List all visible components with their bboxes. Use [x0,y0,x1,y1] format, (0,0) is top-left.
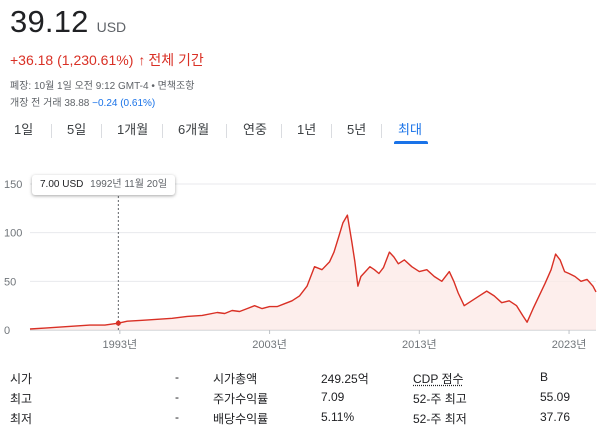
tooltip-date: 1992년 11월 20일 [90,179,168,190]
y-tick-label: 150 [4,179,22,191]
premarket-label: 개장 전 거래 38.88 [10,98,90,109]
stat-label: 52-주 최고 [413,392,467,406]
price-header: 39.12 USD [10,4,126,40]
stats-row: 최저 - 배당수익률 5.11% 52-주 최저 37.76 [10,408,594,428]
tab-1y[interactable]: 1년 [297,122,317,137]
y-tick-label: 100 [4,228,22,240]
tab-divider [101,124,102,138]
series-line [29,214,597,330]
stat-value: - [175,370,179,384]
currency-label: USD [96,19,127,35]
tab-max[interactable]: 최대 [398,122,422,137]
stat-value: 5.11% [321,410,355,424]
stat-value: 37.76 [540,410,571,424]
premarket-change: −0.24 (0.61%) [92,98,156,109]
range-tabs: 1일 5일 1개월 6개월 연중 1년 5년 최대 [0,120,604,146]
premarket-info: 개장 전 거래 38.88 −0.24 (0.61%) [10,94,155,109]
cdp-score-link[interactable]: CDP 점수 [413,372,464,386]
tab-divider [381,124,382,138]
stat-label: 배당수익률 [213,412,269,426]
price-chart-svg: 150 100 50 0 1993년 2003년 2013년 2023년 [4,179,597,351]
tab-divider [51,124,52,138]
stat-value: B [540,370,549,384]
x-tick-label: 2023년 [552,338,587,351]
price-change: +36.18 (1,230.61%) ↑ 전체 기간 [10,50,204,70]
stat-value: - [175,390,179,404]
tab-6m[interactable]: 6개월 [178,122,210,137]
tooltip-value: 7.00 USD [40,179,84,190]
tab-divider [281,124,282,138]
tab-5y[interactable]: 5년 [347,122,367,137]
tab-divider [162,124,163,138]
tab-1d[interactable]: 1일 [14,122,34,137]
tab-5d[interactable]: 5일 [67,122,87,137]
stat-value: 55.09 [540,390,571,404]
change-value: +36.18 (1,230.61%) [10,52,134,68]
chart-tooltip: 7.00 USD 1992년 11월 20일 [32,175,176,195]
active-tab-indicator [394,141,428,144]
x-tick-label: 1993년 [103,338,138,351]
tab-ytd[interactable]: 연중 [243,122,267,137]
close-info: 폐장: 10월 1일 오전 9:12 GMT-4 • 면책조항 [10,81,195,92]
tab-1m[interactable]: 1개월 [117,122,149,137]
stat-value: 249.25억 [321,372,369,386]
stat-label: 주가수익률 [213,392,269,406]
stat-value: 7.09 [321,390,345,404]
stat-label: 최고 [10,392,33,406]
stat-label: 최저 [10,412,33,426]
stat-label: 52-주 최저 [413,412,467,426]
x-tick-label: 2013년 [402,338,437,351]
y-tick-label: 0 [4,325,10,337]
price-chart[interactable]: 150 100 50 0 1993년 2003년 2013년 2023년 [0,165,604,360]
change-period: 전체 기간 [148,52,204,68]
stats-table: 시가 - 시가총액 249.25억 CDP 점수 B 최고 - 주가수익률 7.… [10,368,594,428]
stat-label: 시가총액 [213,372,258,386]
stats-row: 최고 - 주가수익률 7.09 52-주 최고 55.09 [10,388,594,408]
current-price: 39.12 [10,4,89,39]
stat-label: 시가 [10,372,33,386]
x-tick-label: 2003년 [252,338,287,351]
stat-value: - [175,410,179,424]
y-tick-label: 50 [4,276,16,288]
series-area [30,215,596,330]
arrow-up-icon: ↑ [138,52,146,68]
hover-point [115,320,121,326]
tab-divider [226,124,227,138]
stats-row: 시가 - 시가총액 249.25억 CDP 점수 B [10,368,594,388]
tab-divider [331,124,332,138]
